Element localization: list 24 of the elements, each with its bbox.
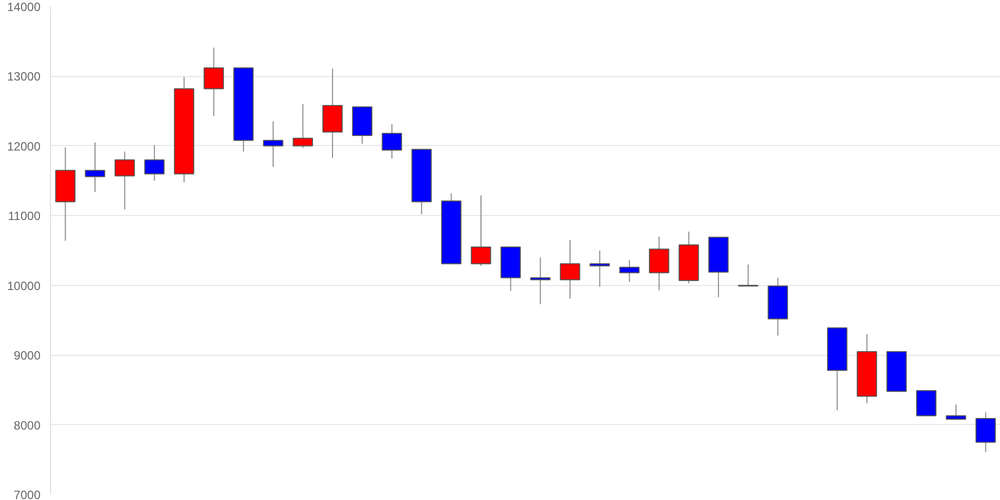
y-tick-label: 14000 <box>7 0 41 14</box>
candlestick <box>382 124 402 159</box>
candlestick <box>470 194 492 266</box>
candlestick <box>530 256 550 305</box>
y-tick-label: 9000 <box>14 348 41 363</box>
y-tick-label: 11000 <box>8 209 41 224</box>
candlestick <box>738 264 758 287</box>
candlestick <box>204 47 224 116</box>
candlestick <box>114 151 135 210</box>
candlestick <box>292 104 313 149</box>
candlestick <box>946 404 966 420</box>
candlestick <box>560 240 580 300</box>
candlestick <box>144 144 165 182</box>
candlestick <box>84 142 106 192</box>
y-tick-label: 7000 <box>14 488 41 500</box>
candlestick <box>648 236 670 291</box>
y-tick-label: 10000 <box>7 278 41 293</box>
candlestick <box>976 412 996 452</box>
y-tick-label: 13000 <box>7 70 41 84</box>
candlestick <box>263 121 284 168</box>
y-tick-label: 12000 <box>7 139 41 154</box>
y-tick-label: 8000 <box>14 418 41 432</box>
candlestick <box>619 260 640 282</box>
candlestick <box>590 250 610 288</box>
